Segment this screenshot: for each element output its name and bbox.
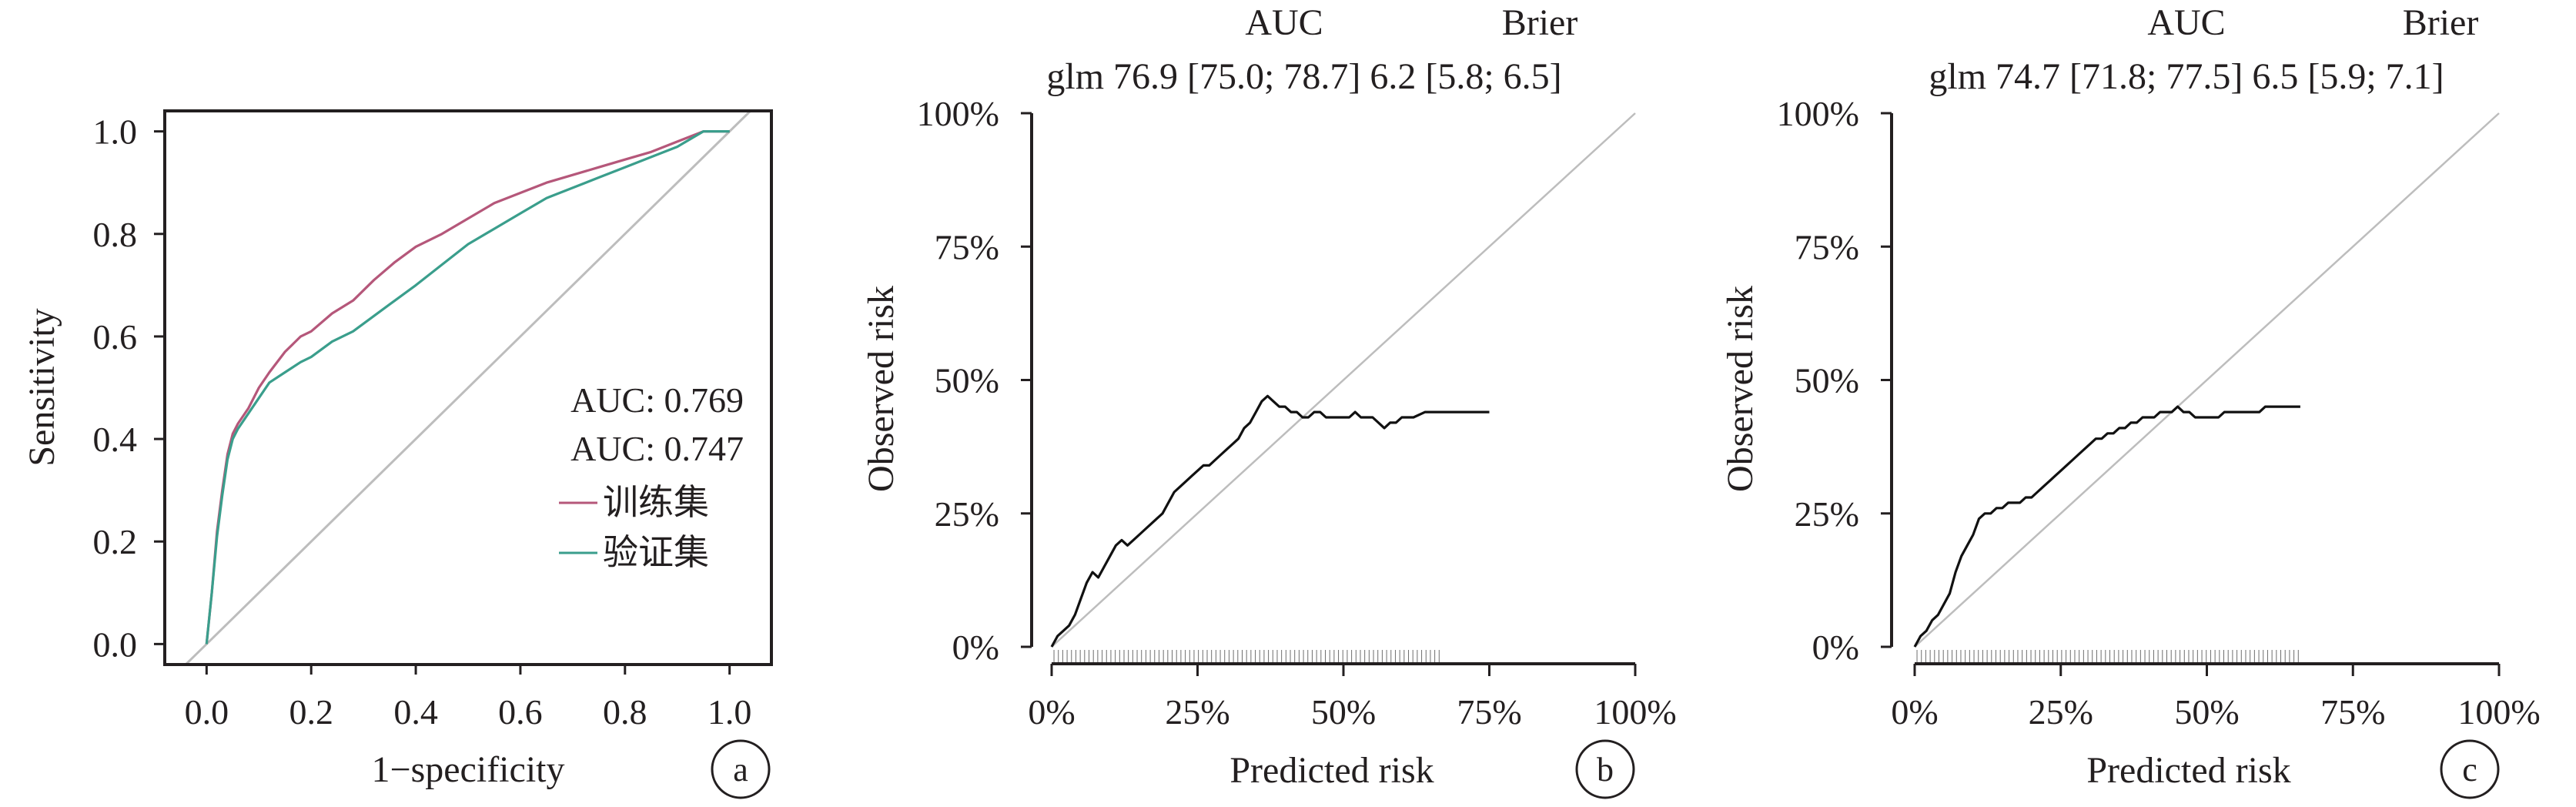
x-tick-label: 25% <box>2029 692 2093 732</box>
y-tick-label: 25% <box>1795 494 1859 534</box>
y-tick-label: 0.4 <box>93 420 138 459</box>
y-tick-label: 0% <box>1812 628 1859 667</box>
y-tick-label: 0.6 <box>93 317 138 357</box>
x-tick-label: 0.6 <box>498 692 543 732</box>
panel-badge-circle <box>1575 739 1635 799</box>
rug-layer <box>1053 650 1440 664</box>
panel-badge-letter: c <box>2462 751 2477 789</box>
auc-label-valid: AUC: 0.747 <box>570 429 744 468</box>
roc-series-train <box>205 130 730 645</box>
reference-diagonal-layer <box>1051 112 1636 648</box>
model-metrics-row: glm 74.7 [71.8; 77.5] 6.5 [5.9; 7.1] <box>1929 56 2444 97</box>
x-tick-label: 50% <box>1311 692 1376 732</box>
model-metrics-row: glm 76.9 [75.0; 78.7] 6.2 [5.8; 6.5] <box>1046 56 1561 97</box>
auc-label-train: AUC: 0.769 <box>570 380 744 420</box>
y-tick-label: 50% <box>935 361 999 400</box>
y-tick-label: 75% <box>935 227 999 266</box>
reference-diagonal-layer <box>1914 112 2500 648</box>
reference-diagonal <box>1914 112 2500 648</box>
x-tick-label: 0% <box>1028 692 1075 732</box>
x-tick-label: 100% <box>1594 692 1676 732</box>
calibration-curve <box>1050 394 1490 648</box>
panel-badge-circle <box>2440 739 2500 799</box>
y-tick-label: 0.2 <box>93 522 138 561</box>
y-tick-label: 0.8 <box>93 215 138 254</box>
x-tick-label: 75% <box>2320 692 2385 732</box>
calibration-series-layer <box>1913 405 2300 648</box>
x-tick-label: 75% <box>1457 692 1521 732</box>
roc-series-valid <box>205 130 730 645</box>
x-axis-label: Predicted risk <box>1229 750 1434 791</box>
calibration-series-layer <box>1050 394 1490 648</box>
y-tick-label: 100% <box>1777 94 1859 133</box>
axis-ticks: 0% 25% 50% 75% 100% 0% 25% 50% 75% 100% <box>1777 94 2541 732</box>
x-tick-label: 100% <box>2457 692 2540 732</box>
y-tick-label: 50% <box>1795 361 1859 400</box>
y-tick-label: 1.0 <box>93 112 138 152</box>
reference-diagonal <box>185 109 751 666</box>
y-tick-label: 0.0 <box>93 625 138 664</box>
legend-label-valid: 验证集 <box>603 531 709 573</box>
x-tick-label: 0% <box>1891 692 1938 732</box>
panel-badge-a: a <box>711 739 771 799</box>
reference-diagonal-layer <box>185 109 751 666</box>
header-auc: AUC <box>1245 2 1323 43</box>
x-tick-label: 0.0 <box>185 692 229 732</box>
panel-badge-c: c <box>2440 739 2500 799</box>
x-axis-label: Predicted risk <box>2086 750 2290 791</box>
roc-panel: 0.0 0.2 0.4 0.6 0.8 1.0 0.0 0.2 0.4 0.6 0.8 1.0 Sen… <box>22 109 773 799</box>
header-auc: AUC <box>2147 2 2225 43</box>
plot-frame <box>163 109 773 666</box>
panel-badge-letter: b <box>1597 751 1614 789</box>
panel-badge-circle <box>711 739 771 799</box>
x-tick-label: 25% <box>1165 692 1229 732</box>
y-axis-label: Sensitivity <box>22 308 62 466</box>
y-tick-label: 0% <box>952 628 999 667</box>
x-tick-label: 50% <box>2174 692 2239 732</box>
roc-series-layer <box>205 130 730 645</box>
legend-label-train: 训练集 <box>603 481 709 523</box>
calibration-panel-valid: AUC Brier glm 74.7 [71.8; 77.5] 6.5 [5.9… <box>1720 2 2541 799</box>
x-tick-label: 0.8 <box>603 692 647 732</box>
y-tick-label: 100% <box>917 94 999 133</box>
header-brier: Brier <box>1502 2 1578 43</box>
legend: 训练集 验证集 <box>559 481 709 573</box>
y-tick-label: 75% <box>1795 227 1859 266</box>
calibration-panel-train: AUC Brier glm 76.9 [75.0; 78.7] 6.2 [5.8… <box>861 2 1677 799</box>
y-tick-label: 25% <box>935 494 999 534</box>
x-tick-label: 1.0 <box>708 692 752 732</box>
rug-layer <box>1916 650 2299 664</box>
axis-ticks: 0% 25% 50% 75% 100% 0% 25% 50% 75% 100% <box>917 94 1677 732</box>
calibration-curve <box>1913 405 2300 648</box>
x-tick-label: 0.2 <box>289 692 333 732</box>
x-axis-label: 1−specificity <box>372 749 565 790</box>
panel-badge-b: b <box>1575 739 1635 799</box>
panel-badge-letter: a <box>733 751 748 789</box>
x-tick-label: 0.4 <box>393 692 438 732</box>
axis-ticks: 0.0 0.2 0.4 0.6 0.8 1.0 0.0 0.2 0.4 0.6 0.8 1.0 <box>93 112 752 732</box>
header-brier: Brier <box>2403 2 2479 43</box>
y-axis-label: Observed risk <box>861 286 902 492</box>
y-axis-label: Observed risk <box>1720 286 1761 492</box>
reference-diagonal <box>1051 112 1636 648</box>
